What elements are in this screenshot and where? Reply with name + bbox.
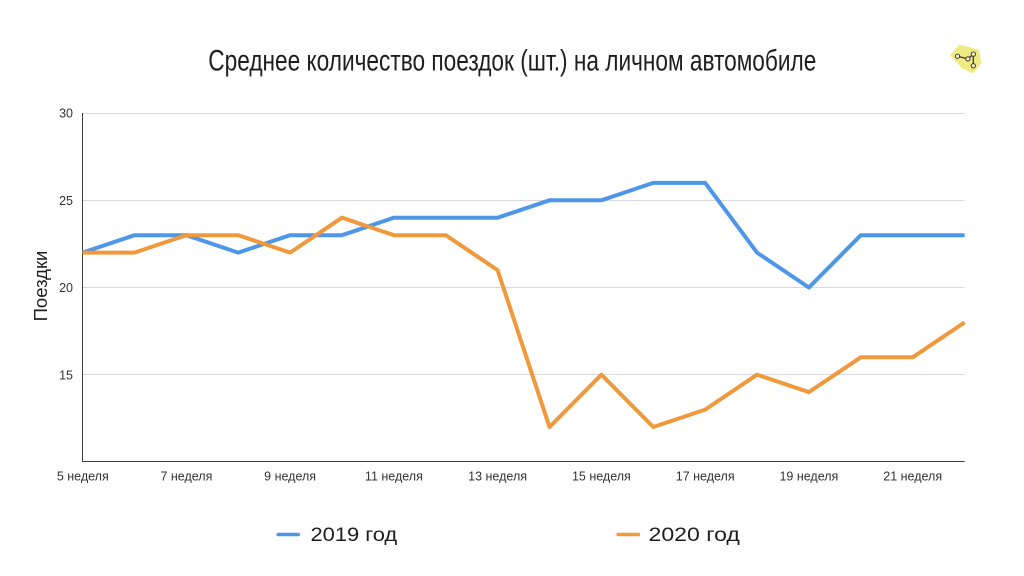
svg-text:17 неделя: 17 неделя [676, 470, 735, 484]
svg-text:15 неделя: 15 неделя [572, 470, 631, 484]
svg-text:2019 год: 2019 год [311, 524, 398, 546]
svg-text:25: 25 [59, 194, 73, 208]
svg-text:Среднее количество поездок (шт: Среднее количество поездок (шт.) на личн… [208, 45, 816, 78]
svg-text:9 неделя: 9 неделя [264, 470, 316, 484]
svg-text:7 неделя: 7 неделя [160, 470, 212, 484]
svg-text:19 неделя: 19 неделя [779, 470, 838, 484]
svg-text:20: 20 [59, 281, 73, 295]
svg-text:21 неделя: 21 неделя [883, 470, 942, 484]
svg-text:13 неделя: 13 неделя [468, 470, 527, 484]
svg-text:Поездки: Поездки [30, 251, 51, 322]
svg-text:2020 год: 2020 год [649, 524, 741, 546]
svg-text:30: 30 [59, 107, 73, 121]
svg-text:15: 15 [59, 368, 73, 382]
svg-text:11 неделя: 11 неделя [365, 470, 423, 484]
svg-text:5 неделя: 5 неделя [57, 470, 109, 484]
